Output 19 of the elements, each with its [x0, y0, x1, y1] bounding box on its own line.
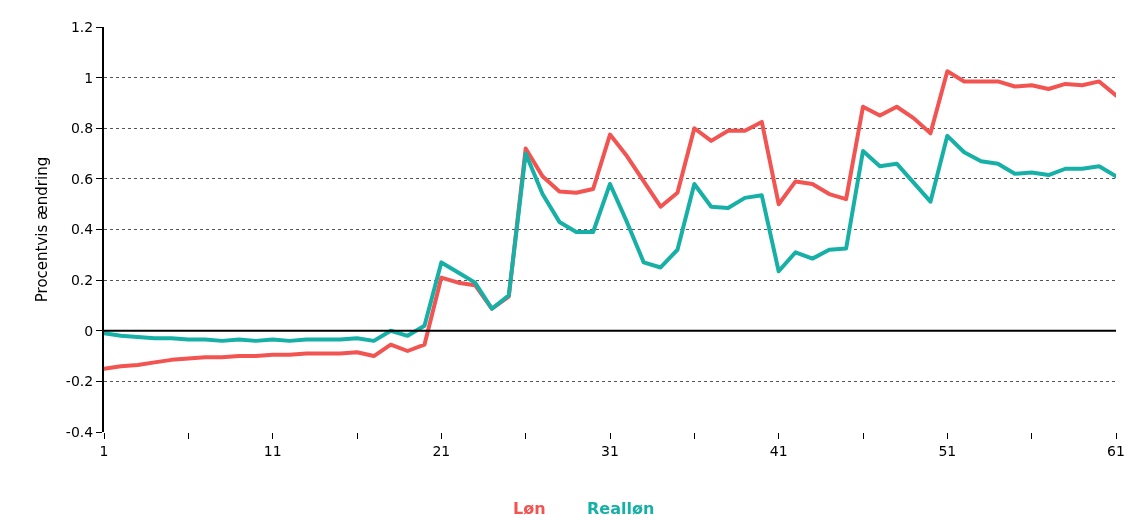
- y-tick-label: -0.2: [65, 373, 94, 390]
- y-axis-title: Procentvis ændring: [32, 156, 51, 303]
- x-tick-label: 41: [769, 442, 788, 459]
- x-tick-label: 21: [432, 442, 451, 459]
- x-tick-label: 51: [938, 442, 957, 459]
- y-tick-label: 0: [84, 322, 94, 339]
- y-tick-label: 1.2: [70, 18, 94, 35]
- y-tick-label: 0.4: [70, 221, 94, 238]
- y-tick-label: 1: [84, 69, 94, 86]
- y-tick-label: 0.6: [70, 170, 94, 187]
- y-tick-label: 0.2: [70, 272, 94, 289]
- y-tick-label: -0.4: [65, 423, 94, 440]
- x-tick-label: 61: [1107, 442, 1125, 459]
- y-tick-label: 0.8: [70, 120, 94, 137]
- x-tick-label: 11: [263, 442, 282, 459]
- text: Realløn: [587, 499, 655, 515]
- x-tick-label: 1: [99, 442, 109, 459]
- text: Løn: [513, 499, 546, 515]
- x-tick-label: 31: [601, 442, 619, 459]
